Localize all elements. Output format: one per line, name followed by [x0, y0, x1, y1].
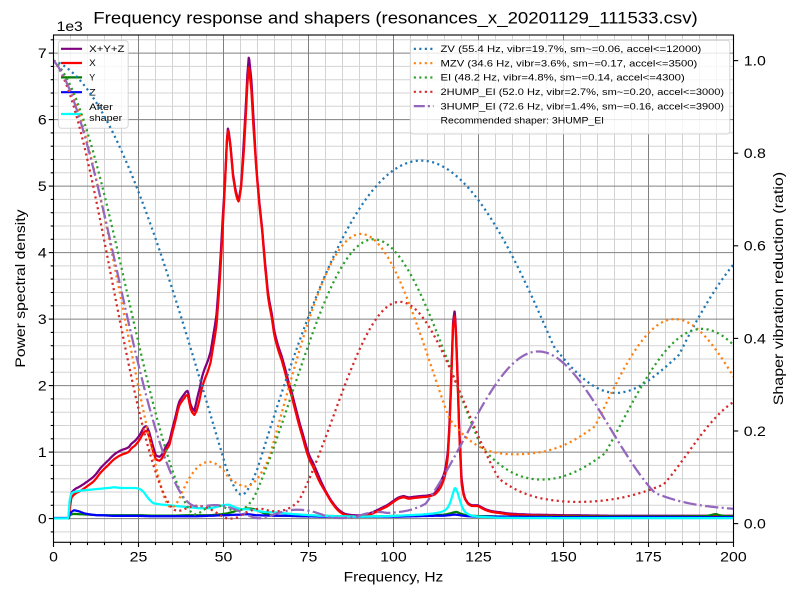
svg-text:1e3: 1e3 [57, 18, 83, 34]
svg-text:shaper: shaper [89, 113, 123, 124]
svg-text:5: 5 [38, 178, 47, 194]
svg-text:6: 6 [38, 112, 47, 128]
svg-text:50: 50 [215, 548, 233, 564]
svg-text:2: 2 [38, 378, 47, 394]
svg-text:0.6: 0.6 [744, 238, 766, 254]
svg-text:125: 125 [465, 548, 492, 564]
svg-text:3HUMP_EI (72.6 Hz, vibr=1.4%,: 3HUMP_EI (72.6 Hz, vibr=1.4%, sm~=0.16, … [441, 101, 725, 112]
svg-text:4: 4 [38, 245, 47, 261]
svg-text:EI (48.2 Hz, vibr=4.8%, sm~=0.: EI (48.2 Hz, vibr=4.8%, sm~=0.14, accel<… [441, 73, 685, 84]
svg-text:0.0: 0.0 [744, 516, 766, 532]
svg-text:X+Y+Z: X+Y+Z [89, 44, 124, 55]
svg-text:0: 0 [38, 511, 47, 527]
svg-text:100: 100 [380, 548, 407, 564]
svg-text:7: 7 [38, 45, 47, 61]
svg-text:200: 200 [720, 548, 747, 564]
svg-text:Frequency, Hz: Frequency, Hz [344, 569, 444, 585]
svg-text:Power spectral density: Power spectral density [12, 209, 28, 367]
svg-text:After: After [89, 102, 114, 113]
svg-text:Frequency response and shapers: Frequency response and shapers (resonanc… [93, 9, 697, 28]
svg-text:ZV (55.4 Hz, vibr=19.7%, sm~=0: ZV (55.4 Hz, vibr=19.7%, sm~=0.06, accel… [441, 44, 702, 55]
svg-text:Y: Y [89, 73, 95, 84]
svg-text:Z: Z [89, 87, 96, 98]
svg-text:175: 175 [635, 548, 662, 564]
svg-text:Shaper vibration reduction (ra: Shaper vibration reduction (ratio) [770, 172, 786, 405]
svg-text:0.4: 0.4 [744, 330, 766, 346]
svg-text:75: 75 [300, 548, 318, 564]
svg-text:25: 25 [130, 548, 148, 564]
svg-text:0.2: 0.2 [744, 423, 766, 439]
svg-text:MZV (34.6 Hz, vibr=3.6%, sm~=0: MZV (34.6 Hz, vibr=3.6%, sm~=0.17, accel… [441, 58, 698, 69]
svg-text:150: 150 [550, 548, 577, 564]
svg-text:1: 1 [38, 444, 47, 460]
svg-text:X: X [89, 58, 96, 69]
svg-text:Recommended shaper: 3HUMP_EI: Recommended shaper: 3HUMP_EI [441, 116, 605, 127]
svg-text:0: 0 [49, 548, 58, 564]
svg-text:3: 3 [38, 311, 47, 327]
svg-text:1.0: 1.0 [744, 53, 766, 69]
svg-text:0.8: 0.8 [744, 145, 766, 161]
svg-text:2HUMP_EI (52.0 Hz, vibr=2.7%,: 2HUMP_EI (52.0 Hz, vibr=2.7%, sm~=0.20, … [441, 87, 725, 98]
